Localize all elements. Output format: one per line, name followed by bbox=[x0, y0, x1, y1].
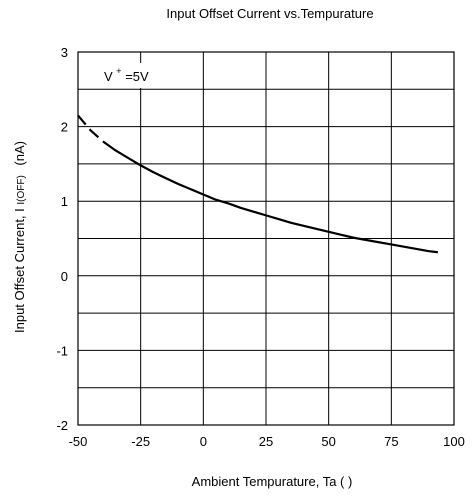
y-axis-ticks: -2 -1 0 1 2 3 bbox=[56, 45, 68, 433]
x-tick-label: 100 bbox=[443, 434, 465, 449]
annotation-main: V bbox=[104, 69, 113, 84]
chart-title: Input Offset Current vs.Tempurature bbox=[166, 6, 373, 21]
annotation-suffix: =5V bbox=[125, 69, 149, 84]
y-axis-title-main: Input Offset Current, I bbox=[12, 208, 27, 333]
x-tick-label: -25 bbox=[131, 434, 150, 449]
x-tick-label: 0 bbox=[200, 434, 207, 449]
x-axis-ticks: -50 -25 0 25 50 75 100 bbox=[69, 434, 465, 449]
x-tick-label: -50 bbox=[69, 434, 88, 449]
x-axis-title: Ambient Tempurature, Ta ( ) bbox=[192, 474, 353, 489]
x-tick-label: 25 bbox=[259, 434, 273, 449]
plot-frame bbox=[77, 51, 455, 426]
y-axis-title-unit: (nA) bbox=[12, 141, 27, 166]
annotation-superscript: + bbox=[116, 66, 121, 76]
y-tick-label: 2 bbox=[61, 120, 68, 135]
annotation-background bbox=[94, 63, 164, 88]
y-axis-title: Input Offset Current, I I(OFF) (nA) bbox=[12, 141, 27, 333]
y-tick-label: 0 bbox=[61, 269, 68, 284]
series-line-dashed-left bbox=[77, 114, 104, 143]
series-line-dashed-right bbox=[428, 250, 442, 254]
grid bbox=[78, 52, 454, 425]
series-line-solid bbox=[102, 140, 430, 253]
x-tick-label: 50 bbox=[321, 434, 335, 449]
y-axis-title-subscript: I(OFF) bbox=[16, 175, 27, 204]
y-tick-label: 3 bbox=[61, 45, 68, 60]
x-tick-label: 75 bbox=[384, 434, 398, 449]
y-tick-label: -2 bbox=[56, 418, 68, 433]
y-tick-label: 1 bbox=[61, 194, 68, 209]
y-tick-label: -1 bbox=[56, 343, 68, 358]
annotation-box: V + =5V bbox=[94, 62, 164, 88]
series-layer bbox=[77, 114, 442, 254]
annotation-label: V + =5V bbox=[104, 62, 149, 84]
